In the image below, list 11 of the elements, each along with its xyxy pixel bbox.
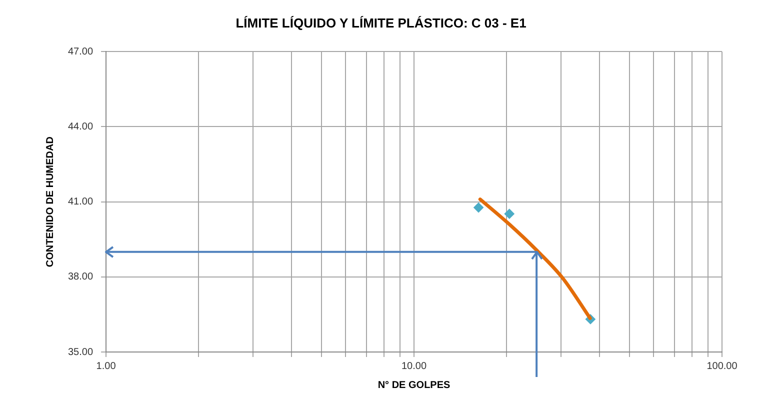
x-tick-label: 10.00 xyxy=(401,360,427,372)
x-axis-title: N° DE GOLPES xyxy=(378,380,451,391)
chart-title: LÍMITE LÍQUIDO Y LÍMITE PLÁSTICO: C 03 - E1 xyxy=(236,15,526,30)
y-tick-label: 38.00 xyxy=(68,272,94,283)
y-tick-label: 47.00 xyxy=(68,46,94,58)
y-tick-label: 44.00 xyxy=(68,121,94,132)
y-tick-label: 35.00 xyxy=(68,346,94,358)
y-tick-label: 41.00 xyxy=(68,196,94,208)
x-tick-label: 100.00 xyxy=(706,360,738,372)
y-axis-title: CONTENIDO DE HUMEDAD xyxy=(44,136,56,268)
x-tick-label: 1.00 xyxy=(96,360,116,372)
